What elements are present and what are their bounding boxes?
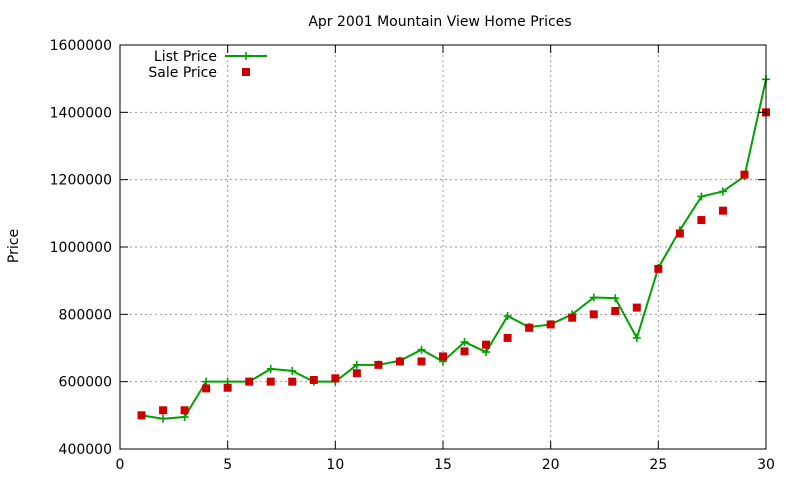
data-point (611, 294, 620, 303)
data-point (482, 348, 491, 357)
data-point (245, 377, 254, 386)
data-point (460, 347, 469, 356)
data-point (417, 357, 426, 366)
data-point (159, 406, 168, 415)
x-tick-label: 25 (649, 457, 667, 473)
x-tick-label: 20 (542, 457, 560, 473)
data-point (718, 206, 727, 215)
y-tick-label: 1400000 (50, 105, 112, 121)
y-tick-label: 400000 (59, 442, 112, 458)
y-tick-label: 800000 (59, 307, 112, 323)
data-point (288, 366, 297, 375)
data-point (309, 375, 318, 384)
series-layer (137, 75, 770, 423)
data-point (697, 216, 706, 225)
series-sale-price (137, 108, 770, 420)
data-point (632, 303, 641, 312)
data-point (654, 264, 663, 273)
data-point (223, 383, 232, 392)
data-point (740, 170, 749, 179)
data-point (202, 377, 211, 386)
data-point (352, 369, 361, 378)
data-point (525, 323, 534, 332)
y-tick-label: 600000 (59, 375, 112, 391)
x-tick-label: 30 (757, 457, 775, 473)
data-point (288, 377, 297, 386)
data-point (137, 411, 146, 420)
data-point (417, 345, 426, 354)
data-point (589, 310, 598, 319)
legend-label: List Price (154, 49, 217, 65)
y-axis-label: Price (6, 229, 22, 263)
x-tick-label: 0 (116, 457, 125, 473)
data-point (331, 374, 340, 383)
data-point (568, 313, 577, 322)
data-point (632, 333, 641, 342)
ticks: 0 5 10 15 20 25 30 400000 600000 800000 1000000 120… (50, 38, 775, 473)
x-tick-label: 10 (326, 457, 344, 473)
data-point (503, 312, 512, 321)
data-point (374, 360, 383, 369)
data-point (395, 357, 404, 366)
data-point (675, 229, 684, 238)
data-point (718, 187, 727, 196)
grid (120, 45, 766, 449)
data-point (460, 337, 469, 346)
chart-title: Apr 2001 Mountain View Home Prices (308, 14, 571, 30)
legend-label: Sale Price (148, 65, 217, 81)
y-tick-label: 1000000 (50, 240, 112, 256)
data-point (202, 384, 211, 393)
y-tick-label: 1200000 (50, 173, 112, 189)
legend-swatch-marker (242, 68, 250, 76)
data-point (266, 364, 275, 373)
series-line (141, 79, 767, 420)
x-tick-label: 15 (434, 457, 452, 473)
data-point (352, 360, 361, 369)
data-point (611, 306, 620, 315)
data-point (439, 352, 447, 361)
data-point (180, 406, 189, 415)
series-list-price (137, 75, 770, 423)
data-point (482, 340, 491, 349)
legend-swatch-marker (242, 52, 250, 60)
data-point (180, 413, 189, 422)
data-point (589, 293, 598, 302)
data-point (159, 414, 168, 423)
data-point (503, 333, 512, 342)
data-point (266, 377, 275, 386)
x-tick-label: 5 (223, 457, 232, 473)
data-point (697, 192, 706, 201)
data-point (546, 320, 555, 329)
y-tick-label: 1600000 (50, 38, 112, 54)
